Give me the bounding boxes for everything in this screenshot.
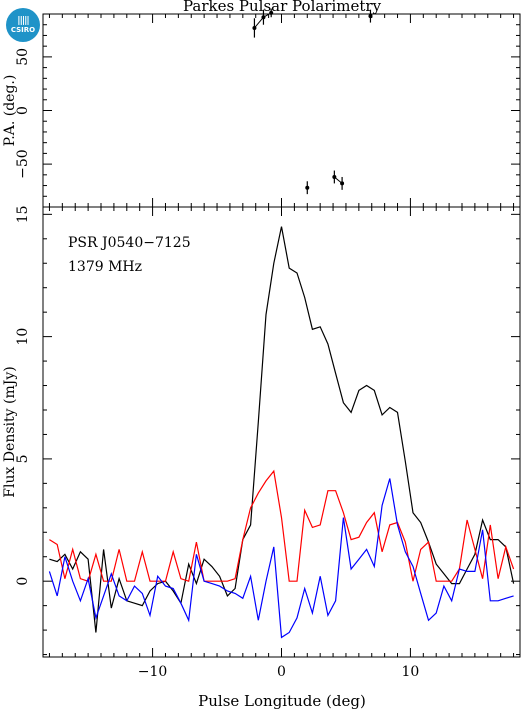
bottom-panel: −10 0 10 0 5 10 15 PSR J0540−7125 1379 MHz Pul… [2,205,521,710]
pulsar-name-annotation: PSR J0540−7125 [68,235,191,251]
y-tick-label: 15 [15,205,31,223]
bottom-y-axis-label: Flux Density (mJy) [2,366,18,497]
x-tick-label: 10 [402,664,420,680]
x-tick-label: 0 [277,664,286,680]
y-tick-label: 50 [15,48,31,66]
y-tick-label: −50 [15,149,31,179]
y-tick-label: 5 [15,454,31,463]
bottom-panel-ticks: −10 0 10 0 5 10 15 [15,205,520,680]
top-y-axis-label: P.A. (deg.) [2,75,18,147]
chart-title: Parkes Pulsar Polarimetry [183,0,382,15]
pa-connector [334,176,343,184]
pa-point [368,14,373,19]
y-tick-label: 0 [15,106,31,115]
top-panel-ticks: −50 0 50 [15,13,520,208]
total-intensity-line [49,226,515,633]
csiro-logo: ||||| CSIRO [6,8,40,42]
circular-polarization-line [48,478,514,639]
frequency-annotation: 1379 MHz [68,259,142,275]
top-panel-points [252,8,373,195]
linear-polarization-line [49,469,515,582]
y-tick-label: 0 [15,577,31,586]
pa-connector [263,12,272,18]
x-axis-label: Pulse Longitude (deg) [198,692,366,710]
y-tick-label: 10 [15,328,31,346]
x-tick-label: −10 [138,664,168,680]
logo-bars-icon: ||||| [17,15,29,26]
top-panel-frame [42,13,521,208]
pa-connector [254,16,264,29]
pa-point [305,185,310,190]
bottom-panel-series [48,226,515,639]
logo-text: CSIRO [10,25,36,34]
top-panel: −50 0 50 P.A. (deg.) [2,8,521,208]
